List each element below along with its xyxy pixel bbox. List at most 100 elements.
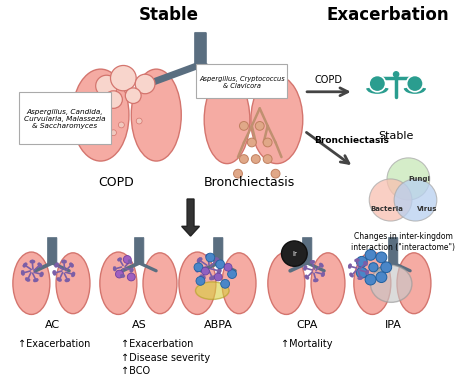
Circle shape (282, 241, 307, 266)
FancyBboxPatch shape (194, 32, 206, 68)
Circle shape (315, 279, 318, 282)
Circle shape (218, 269, 221, 273)
Ellipse shape (268, 252, 305, 314)
Circle shape (194, 263, 203, 272)
Circle shape (407, 75, 423, 92)
Circle shape (376, 272, 387, 282)
Circle shape (71, 274, 74, 277)
Circle shape (120, 274, 123, 277)
Circle shape (201, 275, 204, 279)
Circle shape (57, 277, 60, 281)
Circle shape (310, 261, 313, 264)
Circle shape (130, 269, 133, 272)
Circle shape (118, 258, 120, 261)
Ellipse shape (131, 69, 181, 161)
Circle shape (125, 88, 141, 104)
Circle shape (40, 274, 43, 277)
Circle shape (366, 271, 369, 274)
Circle shape (113, 268, 116, 271)
Circle shape (216, 260, 225, 269)
Circle shape (359, 277, 362, 280)
FancyBboxPatch shape (18, 92, 111, 144)
Circle shape (65, 279, 68, 282)
Circle shape (130, 270, 133, 272)
Circle shape (55, 263, 58, 267)
Circle shape (129, 260, 132, 263)
Text: COPD: COPD (315, 75, 343, 85)
Text: Changes in inter-kingdom
interaction ("interactome"): Changes in inter-kingdom interaction ("i… (351, 232, 455, 251)
FancyBboxPatch shape (135, 237, 144, 263)
Ellipse shape (311, 253, 345, 314)
Circle shape (66, 279, 69, 282)
Circle shape (72, 273, 75, 276)
Circle shape (33, 279, 36, 282)
Circle shape (37, 263, 41, 266)
Circle shape (305, 275, 308, 278)
Circle shape (59, 279, 62, 282)
Circle shape (365, 263, 368, 266)
Circle shape (239, 121, 248, 130)
Circle shape (21, 272, 25, 275)
Circle shape (200, 275, 203, 278)
Circle shape (39, 264, 42, 267)
Text: Bronchiectasis: Bronchiectasis (314, 137, 389, 146)
Circle shape (202, 276, 206, 279)
Circle shape (214, 273, 222, 281)
Circle shape (221, 279, 229, 288)
Circle shape (30, 260, 33, 263)
Circle shape (130, 268, 133, 271)
Circle shape (105, 91, 122, 108)
FancyArrow shape (182, 199, 200, 236)
Circle shape (55, 264, 57, 267)
Ellipse shape (397, 253, 431, 314)
Circle shape (387, 158, 430, 200)
Text: Stable: Stable (139, 6, 199, 24)
Circle shape (128, 260, 131, 262)
Ellipse shape (204, 76, 250, 164)
Circle shape (206, 253, 215, 262)
Circle shape (369, 75, 385, 92)
Text: Bacteria: Bacteria (370, 206, 403, 212)
Circle shape (72, 272, 75, 275)
Circle shape (96, 75, 118, 97)
Circle shape (216, 259, 220, 263)
Ellipse shape (195, 282, 229, 300)
Circle shape (23, 263, 27, 267)
Text: Virus: Virus (417, 206, 437, 212)
Circle shape (110, 66, 136, 91)
Ellipse shape (370, 265, 412, 302)
Circle shape (197, 259, 201, 263)
FancyBboxPatch shape (213, 237, 223, 263)
Circle shape (234, 169, 242, 178)
Circle shape (71, 264, 74, 267)
Text: COPD: COPD (99, 177, 134, 189)
Circle shape (369, 179, 412, 221)
Circle shape (393, 72, 399, 77)
Circle shape (348, 265, 351, 267)
Circle shape (247, 138, 256, 147)
Ellipse shape (354, 252, 391, 314)
Circle shape (216, 258, 219, 262)
Circle shape (199, 257, 202, 261)
Circle shape (209, 276, 213, 280)
Circle shape (394, 179, 437, 221)
Ellipse shape (179, 252, 216, 314)
FancyBboxPatch shape (302, 237, 312, 263)
Text: Fungi: Fungi (408, 176, 430, 182)
Circle shape (67, 278, 70, 281)
Text: ↑Exacerbation
↑Disease severity
↑BCO: ↑Exacerbation ↑Disease severity ↑BCO (121, 340, 210, 376)
Circle shape (136, 118, 142, 124)
Circle shape (228, 270, 237, 279)
Circle shape (21, 271, 24, 274)
Circle shape (56, 263, 59, 266)
Circle shape (64, 260, 67, 263)
Circle shape (113, 267, 116, 269)
Circle shape (195, 267, 199, 271)
FancyBboxPatch shape (388, 237, 398, 263)
Ellipse shape (13, 252, 50, 314)
Ellipse shape (100, 252, 137, 314)
Circle shape (210, 276, 214, 280)
Circle shape (356, 259, 359, 262)
Circle shape (306, 276, 309, 279)
Circle shape (118, 122, 124, 128)
